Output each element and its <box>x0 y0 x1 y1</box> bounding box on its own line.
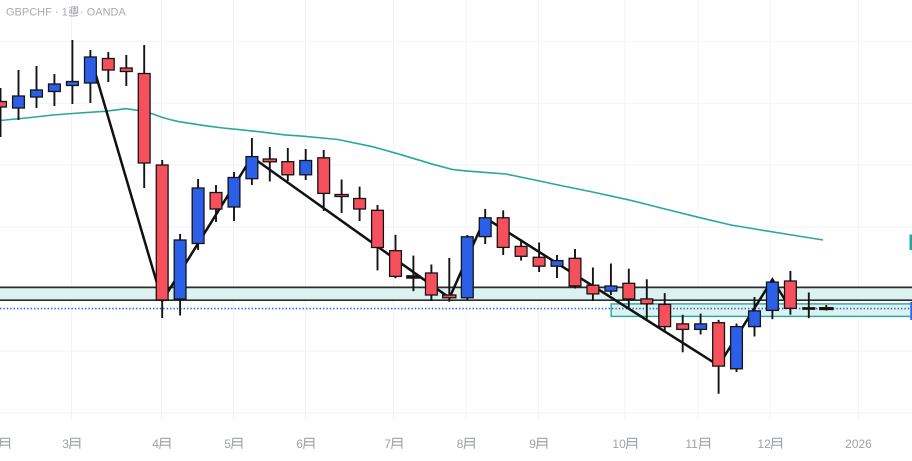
svg-text:· OANDA: · OANDA <box>80 6 127 18</box>
svg-text:4: 4 <box>152 437 159 451</box>
svg-text:12: 12 <box>757 437 771 451</box>
svg-text:8: 8 <box>457 437 464 451</box>
svg-text:9: 9 <box>529 437 536 451</box>
svg-text:11: 11 <box>685 437 698 451</box>
svg-text:6: 6 <box>296 437 303 451</box>
svg-text:3: 3 <box>62 437 69 451</box>
svg-text:2026: 2026 <box>845 437 872 451</box>
svg-text:GBPCHF · 1: GBPCHF · 1 <box>6 6 68 18</box>
svg-text:5: 5 <box>224 437 231 451</box>
svg-text:10: 10 <box>612 437 626 451</box>
svg-text:7: 7 <box>384 437 391 451</box>
